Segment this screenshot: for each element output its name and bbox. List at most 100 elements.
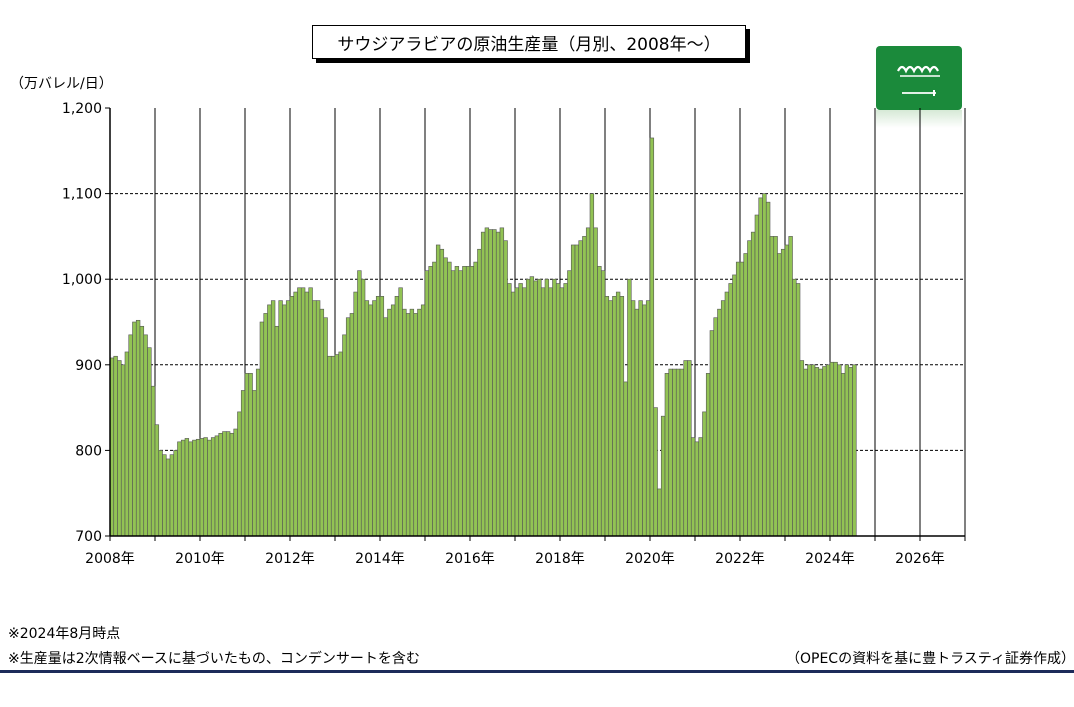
bar	[732, 274, 737, 537]
bar	[522, 287, 527, 537]
bar	[623, 381, 628, 537]
bar	[807, 364, 812, 537]
x-tick-label: 2010年	[175, 551, 225, 567]
bar	[492, 229, 497, 537]
as-of-note: ※2024年8月時点	[8, 626, 121, 642]
bar	[507, 283, 512, 537]
bar	[128, 334, 133, 537]
bar	[394, 296, 400, 537]
bar	[117, 360, 122, 537]
bar	[469, 266, 475, 537]
bar	[533, 280, 538, 537]
bar	[297, 287, 302, 537]
bar	[518, 283, 523, 537]
x-tick-label: 2016年	[445, 551, 495, 567]
bar	[495, 231, 501, 537]
y-axis-unit-label: （万バレル/日）	[10, 76, 113, 92]
bar	[799, 360, 805, 537]
bottom-divider	[0, 670, 1074, 673]
bar	[409, 308, 415, 537]
flag-reflection	[876, 110, 962, 128]
bar	[544, 278, 550, 537]
bar	[784, 244, 790, 537]
bar	[724, 291, 730, 537]
bar	[578, 240, 583, 537]
bar	[139, 325, 145, 537]
bar	[754, 214, 760, 537]
bar	[252, 390, 257, 537]
bar	[642, 304, 647, 537]
bar	[435, 244, 441, 537]
bar	[604, 296, 610, 537]
x-tick-label: 2026年	[895, 551, 945, 567]
x-tick-label: 2018年	[535, 551, 585, 567]
bar	[548, 287, 553, 537]
bar	[188, 441, 193, 537]
bar	[342, 334, 347, 537]
bar	[372, 300, 377, 537]
bar	[619, 296, 625, 537]
bar	[345, 317, 351, 537]
bar	[443, 257, 448, 537]
bar	[829, 361, 835, 537]
bar	[480, 231, 486, 537]
bar	[780, 248, 786, 537]
bar	[323, 317, 328, 537]
bar	[698, 437, 703, 537]
bar	[844, 364, 850, 537]
bar	[173, 450, 178, 537]
bar	[357, 270, 362, 537]
bar	[375, 296, 381, 537]
bar	[484, 227, 490, 537]
bar	[818, 368, 823, 537]
y-tick-label: 1,100	[62, 187, 102, 203]
bar	[454, 266, 460, 537]
bar	[319, 308, 325, 537]
bar	[402, 308, 407, 537]
bar	[120, 364, 126, 537]
bar	[810, 364, 816, 537]
bar	[683, 360, 688, 537]
bar	[702, 411, 707, 537]
bar	[638, 300, 643, 537]
bar	[672, 368, 677, 537]
bar	[735, 261, 741, 537]
bar	[477, 248, 482, 537]
bar	[713, 317, 718, 537]
bar	[585, 227, 591, 537]
bar	[803, 368, 808, 537]
bar	[825, 364, 831, 537]
bar	[600, 270, 606, 537]
bar	[773, 236, 778, 537]
x-tick-labels: 2008年 2010年 2012年 2014年 2016年 2018年 2020年 2022年…	[85, 551, 945, 567]
bar	[563, 283, 568, 537]
bar	[353, 291, 358, 537]
bar	[229, 432, 235, 537]
bar	[739, 261, 745, 537]
bar	[465, 266, 471, 537]
bar	[195, 438, 201, 537]
bar	[132, 321, 137, 537]
bar	[597, 266, 602, 537]
flag-emblem	[897, 65, 940, 96]
bar	[525, 278, 531, 537]
bar	[705, 373, 711, 537]
bar	[169, 454, 175, 537]
bar	[165, 458, 171, 537]
bar	[390, 304, 396, 537]
bar	[424, 270, 430, 537]
bar	[147, 347, 152, 537]
bar	[634, 308, 640, 537]
bar	[184, 438, 190, 537]
bar	[675, 368, 681, 537]
bar	[795, 283, 801, 537]
bar	[240, 390, 246, 537]
bar	[690, 437, 696, 537]
bar	[304, 291, 310, 537]
bar	[514, 287, 520, 537]
bar	[135, 319, 141, 537]
bar	[203, 437, 208, 537]
bar	[462, 266, 467, 537]
bar	[282, 304, 287, 537]
